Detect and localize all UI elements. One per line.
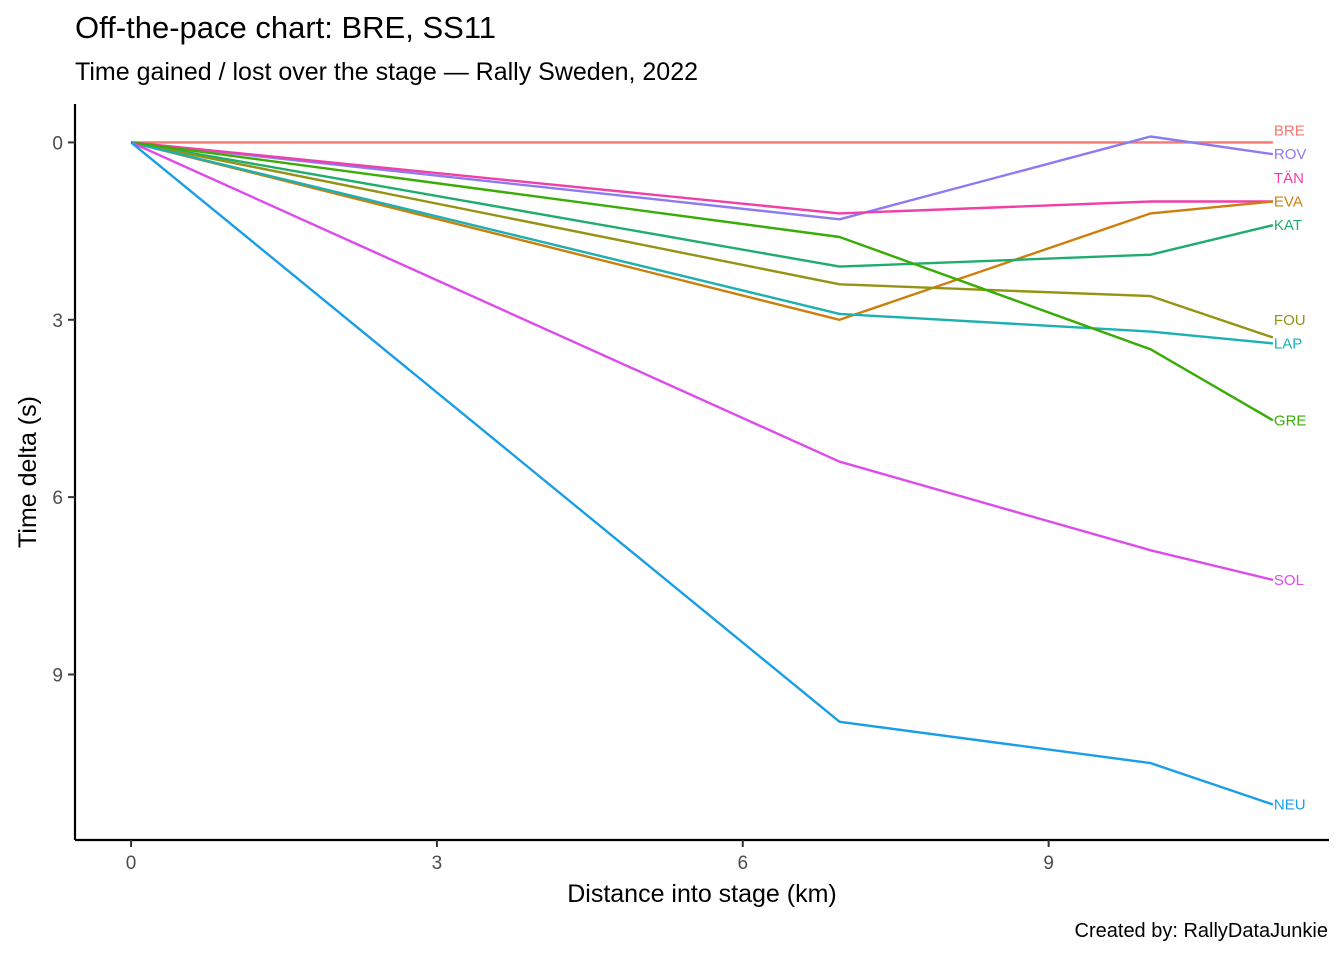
x-tick-label: 3 [432,853,443,874]
chart-title: Off-the-pace chart: BRE, SS11 [75,10,496,45]
series-line-sol [130,141,1274,582]
series-line-kat [130,141,1274,268]
x-tick-label: 9 [1043,853,1054,874]
series-label-kat: KAT [1274,217,1302,234]
series-label-bre: BRE [1274,123,1305,140]
series-line-gre [130,141,1274,422]
series-label-neu: NEU [1274,797,1306,814]
chart-caption: Created by: RallyDataJunkie [1074,920,1328,942]
series-label-gre: GRE [1274,412,1307,429]
series-label-layer: BRE ROV TÄN EVA KAT FOU LAP GRE SOL NEU [1274,123,1307,814]
series-label-rov: ROV [1274,146,1307,163]
y-tick-label: 6 [52,488,63,509]
series-line-fou [130,141,1274,339]
series-line-eva [130,141,1274,321]
y-axis-ticks: 0 3 6 9 [52,133,75,686]
series-label-sol: SOL [1274,572,1304,589]
series-line-tän [130,141,1273,215]
x-axis-ticks: 0 3 6 9 [126,840,1054,874]
series-label-tän: TÄN [1274,170,1304,187]
series-line-lap [130,141,1274,345]
series-layer [130,135,1274,806]
x-tick-label: 0 [126,853,137,874]
series-label-lap: LAP [1274,335,1302,352]
series-line-rov [130,135,1274,221]
series-label-fou: FOU [1274,312,1306,329]
chart-subtitle: Time gained / lost over the stage — Rall… [75,58,699,86]
x-axis-title: Distance into stage (km) [567,880,837,908]
x-tick-label: 6 [737,853,748,874]
y-tick-label: 9 [52,665,63,686]
y-tick-label: 3 [52,311,63,332]
y-tick-label: 0 [52,133,63,154]
series-label-eva: EVA [1274,194,1303,211]
y-axis-title: Time delta (s) [14,396,42,548]
series-line-neu [130,141,1274,806]
